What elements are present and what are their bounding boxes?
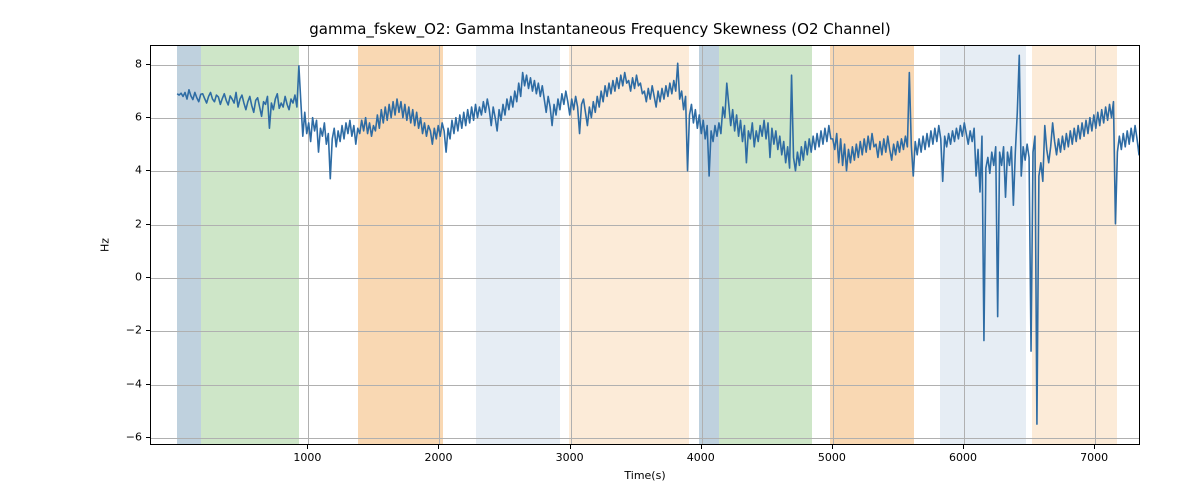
x-tick [832, 445, 833, 449]
x-tick [438, 445, 439, 449]
y-tick-label: 8 [135, 57, 142, 70]
y-tick [146, 64, 150, 65]
y-tick [146, 384, 150, 385]
plot-area [150, 45, 1140, 445]
x-axis-label: Time(s) [624, 469, 665, 482]
x-tick-label: 4000 [687, 451, 715, 464]
x-tick-label: 6000 [949, 451, 977, 464]
x-tick [701, 445, 702, 449]
x-tick-label: 3000 [556, 451, 584, 464]
x-tick [307, 445, 308, 449]
y-tick [146, 170, 150, 171]
x-tick-label: 2000 [424, 451, 452, 464]
y-tick-label: 4 [135, 164, 142, 177]
chart-title: gamma_fskew_O2: Gamma Instantaneous Freq… [0, 20, 1200, 38]
x-tick-label: 5000 [818, 451, 846, 464]
y-tick-label: 2 [135, 217, 142, 230]
y-axis-label: Hz [99, 238, 112, 252]
x-tick [570, 445, 571, 449]
y-tick-label: −4 [126, 377, 142, 390]
x-tick [1094, 445, 1095, 449]
y-tick [146, 117, 150, 118]
y-tick-label: 0 [135, 271, 142, 284]
y-tick-label: −2 [126, 324, 142, 337]
y-tick [146, 330, 150, 331]
y-tick-label: 6 [135, 111, 142, 124]
x-tick [963, 445, 964, 449]
x-tick-label: 7000 [1080, 451, 1108, 464]
y-tick [146, 437, 150, 438]
y-tick-label: −6 [126, 431, 142, 444]
figure: gamma_fskew_O2: Gamma Instantaneous Freq… [0, 0, 1200, 500]
y-tick [146, 277, 150, 278]
y-tick [146, 224, 150, 225]
series-line [151, 46, 1139, 444]
x-tick-label: 1000 [293, 451, 321, 464]
